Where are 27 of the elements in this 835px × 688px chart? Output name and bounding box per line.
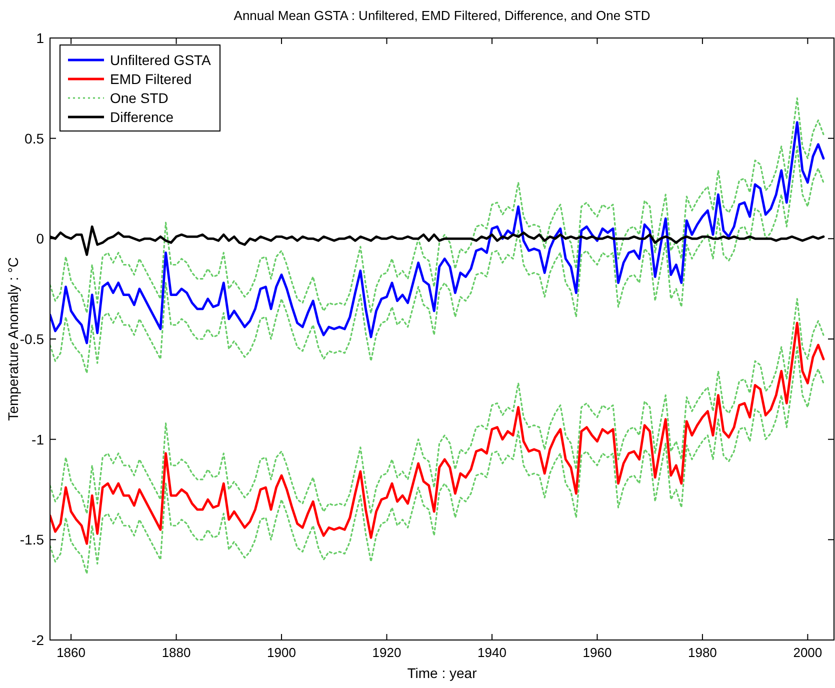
x-tick-label: 1980 bbox=[688, 645, 717, 660]
x-axis-title: Time : year bbox=[407, 665, 478, 681]
legend-label: Difference bbox=[110, 109, 174, 125]
y-tick-label: 0.5 bbox=[24, 130, 44, 146]
legend-label: Unfiltered GSTA bbox=[110, 52, 212, 68]
y-tick-label: -2 bbox=[32, 632, 44, 648]
line-series bbox=[50, 346, 824, 575]
line-series bbox=[50, 298, 824, 514]
x-tick-label: 1900 bbox=[267, 645, 296, 660]
x-tick-label: 1940 bbox=[478, 645, 506, 660]
line-series bbox=[50, 121, 825, 344]
y-tick-label: -1.5 bbox=[20, 532, 44, 548]
x-tick-label: 1860 bbox=[56, 645, 86, 660]
line-series bbox=[50, 146, 824, 374]
y-tick-label: -0.5 bbox=[20, 331, 44, 347]
line-series bbox=[50, 322, 825, 545]
y-tick-label: 0 bbox=[36, 230, 44, 247]
x-tick-label: 1920 bbox=[372, 645, 402, 660]
legend-label: EMD Filtered bbox=[110, 71, 192, 87]
x-tick-label: 1880 bbox=[162, 645, 191, 660]
y-tick-label: 1 bbox=[36, 30, 44, 46]
y-axis-title: Temperature Anomaly : °C bbox=[5, 257, 21, 421]
y-tick-label: -1 bbox=[32, 431, 44, 448]
legend-label: One STD bbox=[110, 90, 168, 106]
chart-title: Annual Mean GSTA : Unfiltered, EMD Filtered, Difference, and One STD bbox=[234, 8, 650, 23]
x-tick-label: 2000 bbox=[793, 645, 822, 660]
x-tick-label: 1960 bbox=[582, 645, 612, 660]
